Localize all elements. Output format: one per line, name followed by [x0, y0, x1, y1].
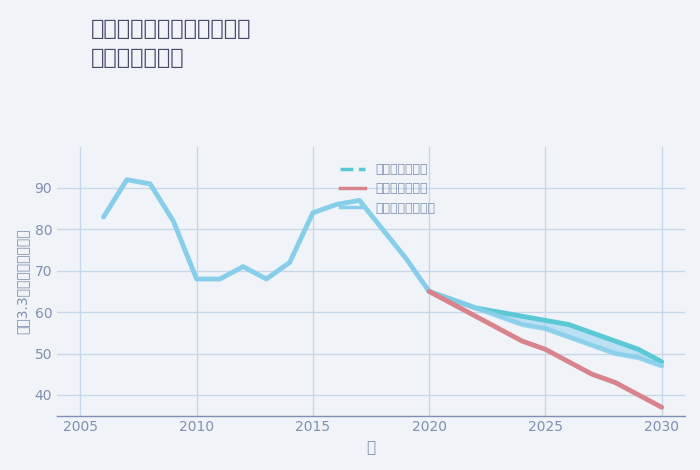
バッドシナリオ [541, 346, 550, 352]
バッドシナリオ [518, 338, 526, 344]
グッドシナリオ [588, 330, 596, 336]
ノーマルシナリオ [448, 297, 456, 303]
グッドシナリオ [495, 309, 503, 315]
Line: ノーマルシナリオ: ノーマルシナリオ [429, 291, 662, 366]
Y-axis label: 平（3.3㎡）単価（万円）: 平（3.3㎡）単価（万円） [15, 228, 29, 334]
グッドシナリオ [472, 305, 480, 311]
グッドシナリオ [634, 346, 643, 352]
バッドシナリオ [425, 289, 433, 294]
バッドシナリオ [448, 301, 456, 306]
グッドシナリオ [541, 318, 550, 323]
Text: 神奈川県伊勢原市下糟屋の
土地の価格推移: 神奈川県伊勢原市下糟屋の 土地の価格推移 [91, 19, 251, 69]
グッドシナリオ [448, 297, 456, 303]
ノーマルシナリオ [564, 334, 573, 340]
ノーマルシナリオ [541, 326, 550, 331]
グッドシナリオ [611, 338, 620, 344]
ノーマルシナリオ [588, 343, 596, 348]
Line: グッドシナリオ: グッドシナリオ [429, 291, 662, 362]
ノーマルシナリオ [611, 351, 620, 356]
ノーマルシナリオ [425, 289, 433, 294]
バッドシナリオ [657, 405, 666, 410]
グッドシナリオ [657, 359, 666, 365]
バッドシナリオ [472, 313, 480, 319]
ノーマルシナリオ [657, 363, 666, 369]
X-axis label: 年: 年 [367, 440, 376, 455]
グッドシナリオ [564, 322, 573, 328]
ノーマルシナリオ [495, 313, 503, 319]
ノーマルシナリオ [472, 305, 480, 311]
バッドシナリオ [495, 326, 503, 331]
ノーマルシナリオ [634, 355, 643, 360]
バッドシナリオ [634, 392, 643, 398]
バッドシナリオ [588, 371, 596, 377]
ノーマルシナリオ [518, 322, 526, 328]
グッドシナリオ [425, 289, 433, 294]
グッドシナリオ [518, 313, 526, 319]
Legend: グッドシナリオ, バッドシナリオ, ノーマルシナリオ: グッドシナリオ, バッドシナリオ, ノーマルシナリオ [335, 158, 440, 220]
バッドシナリオ [564, 359, 573, 365]
Line: バッドシナリオ: バッドシナリオ [429, 291, 662, 407]
バッドシナリオ [611, 380, 620, 385]
